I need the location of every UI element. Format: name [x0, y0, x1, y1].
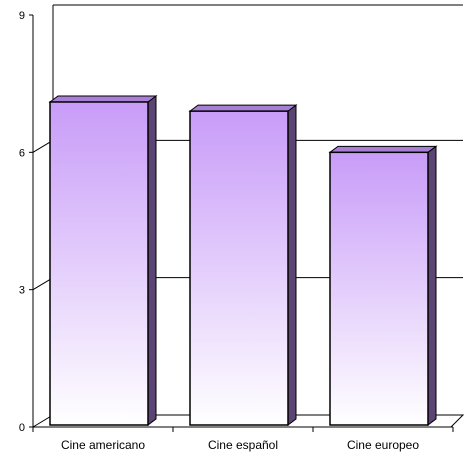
x-category-label: Cine español — [208, 438, 278, 452]
x-category-label: Cine americano — [61, 438, 145, 452]
y-tick-label: 0 — [19, 422, 25, 434]
bar — [49, 101, 149, 426]
bar-top-face — [48, 95, 158, 103]
bar — [189, 110, 289, 426]
plot-area: 0 3 6 9 Cine americano Cine español Cine europ… — [19, 4, 465, 452]
bar-side-face — [427, 145, 437, 426]
bar — [329, 151, 429, 426]
bar-side-face — [287, 104, 297, 426]
bar-top-face — [328, 145, 438, 153]
y-tick-label: 3 — [19, 285, 25, 297]
y-tick-label: 9 — [19, 10, 25, 22]
y-tick-label: 6 — [19, 147, 25, 159]
x-category-label: Cine europeo — [347, 438, 419, 452]
bar-side-face — [147, 94, 157, 426]
bar-top-face — [188, 104, 298, 112]
